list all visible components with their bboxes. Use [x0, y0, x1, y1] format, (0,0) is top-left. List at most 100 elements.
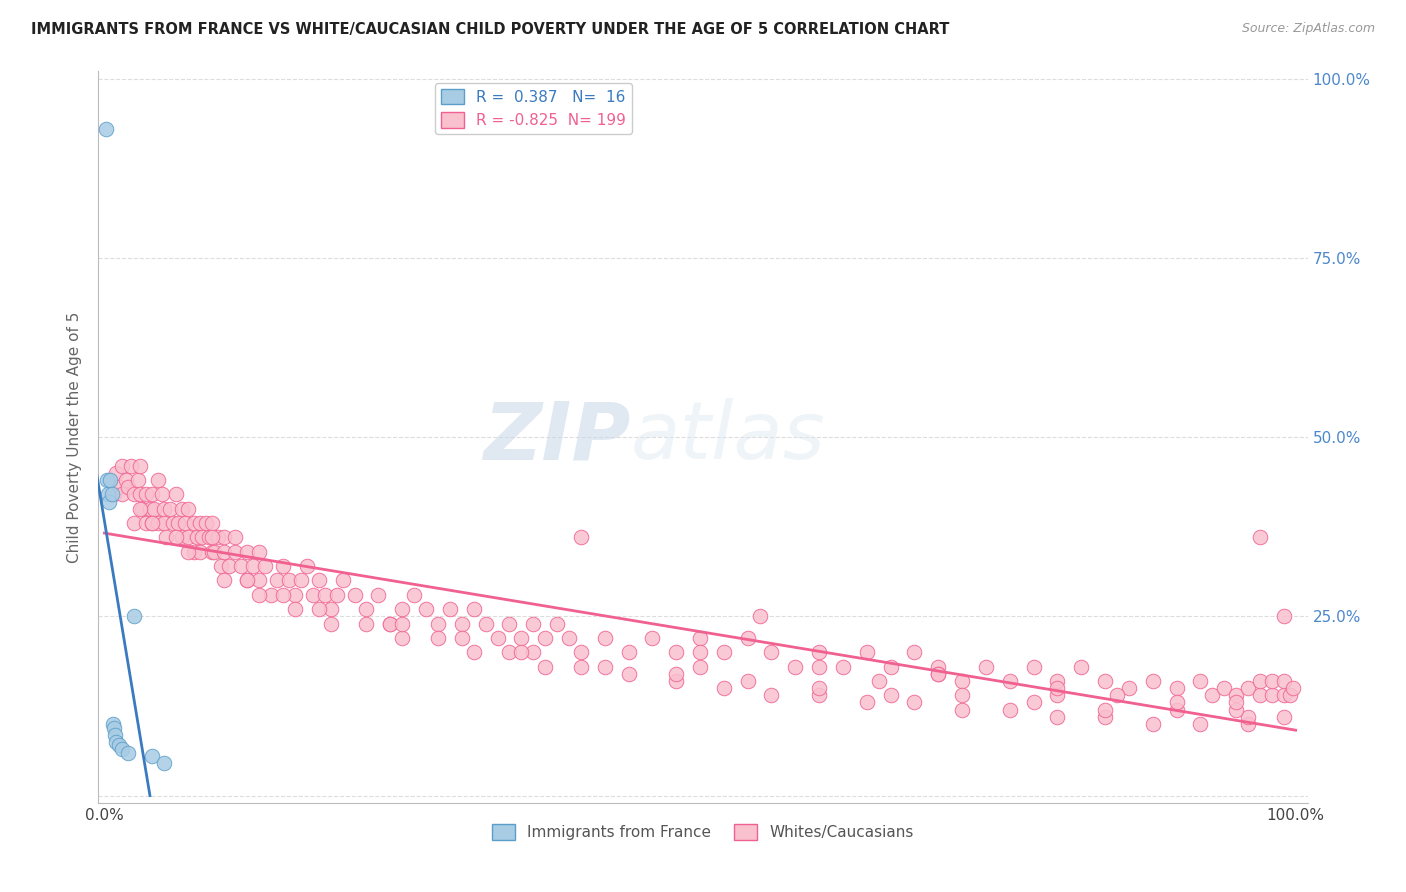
Legend: Immigrants from France, Whites/Caucasians: Immigrants from France, Whites/Caucasian… — [486, 818, 920, 847]
Point — [1022, 695, 1045, 709]
Point — [1261, 688, 1284, 702]
Point — [236, 574, 259, 588]
Point — [974, 659, 997, 673]
Point — [593, 659, 616, 673]
Point — [107, 480, 129, 494]
Point — [103, 487, 125, 501]
Point — [159, 501, 181, 516]
Point — [1189, 673, 1212, 688]
Text: IMMIGRANTS FROM FRANCE VS WHITE/CAUCASIAN CHILD POVERTY UNDER THE AGE OF 5 CORRE: IMMIGRANTS FROM FRANCE VS WHITE/CAUCASIA… — [31, 22, 949, 37]
Point — [1225, 695, 1247, 709]
Point — [785, 659, 807, 673]
Point — [101, 717, 124, 731]
Point — [202, 545, 225, 559]
Point — [129, 501, 152, 516]
Point — [463, 602, 485, 616]
Point — [170, 501, 193, 516]
Point — [856, 695, 879, 709]
Point — [665, 645, 688, 659]
Point — [343, 588, 366, 602]
Point — [308, 574, 330, 588]
Point — [641, 631, 664, 645]
Point — [903, 645, 925, 659]
Point — [737, 631, 759, 645]
Point — [129, 487, 152, 501]
Point — [426, 616, 449, 631]
Point — [98, 473, 121, 487]
Point — [194, 516, 217, 530]
Point — [278, 574, 301, 588]
Point — [207, 531, 229, 545]
Point — [689, 645, 711, 659]
Text: ZIP: ZIP — [484, 398, 630, 476]
Point — [1272, 609, 1295, 624]
Point — [242, 559, 264, 574]
Point — [1189, 717, 1212, 731]
Point — [129, 458, 152, 473]
Point — [146, 516, 169, 530]
Point — [1166, 681, 1188, 695]
Point — [247, 545, 270, 559]
Point — [198, 531, 221, 545]
Point — [111, 458, 134, 473]
Point — [463, 645, 485, 659]
Point — [713, 681, 735, 695]
Point — [998, 673, 1021, 688]
Text: atlas: atlas — [630, 398, 825, 476]
Text: Source: ZipAtlas.com: Source: ZipAtlas.com — [1241, 22, 1375, 36]
Point — [617, 666, 640, 681]
Point — [200, 545, 222, 559]
Point — [1166, 702, 1188, 716]
Point — [170, 531, 193, 545]
Point — [415, 602, 437, 616]
Point — [748, 609, 770, 624]
Point — [367, 588, 389, 602]
Point — [450, 616, 472, 631]
Point — [260, 588, 283, 602]
Point — [96, 473, 118, 487]
Point — [97, 487, 120, 501]
Point — [153, 501, 176, 516]
Point — [111, 487, 134, 501]
Point — [111, 742, 134, 756]
Point — [153, 516, 176, 530]
Point — [209, 559, 232, 574]
Point — [100, 487, 122, 501]
Point — [617, 645, 640, 659]
Point — [1046, 688, 1069, 702]
Point — [879, 659, 901, 673]
Point — [218, 559, 240, 574]
Point — [122, 516, 145, 530]
Point — [314, 588, 336, 602]
Point — [1142, 717, 1164, 731]
Point — [302, 588, 325, 602]
Point — [135, 516, 157, 530]
Point — [1272, 673, 1295, 688]
Point — [1022, 659, 1045, 673]
Point — [1272, 688, 1295, 702]
Point — [713, 645, 735, 659]
Point — [98, 494, 121, 508]
Point — [998, 702, 1021, 716]
Point — [191, 531, 214, 545]
Point — [737, 673, 759, 688]
Point — [177, 545, 200, 559]
Point — [903, 695, 925, 709]
Y-axis label: Child Poverty Under the Age of 5: Child Poverty Under the Age of 5 — [66, 311, 82, 563]
Point — [247, 588, 270, 602]
Point — [1272, 710, 1295, 724]
Point — [174, 516, 197, 530]
Point — [689, 631, 711, 645]
Point — [426, 631, 449, 645]
Point — [177, 531, 200, 545]
Point — [143, 501, 166, 516]
Point — [391, 631, 413, 645]
Point — [105, 735, 128, 749]
Point — [1249, 673, 1271, 688]
Point — [188, 545, 211, 559]
Point — [510, 631, 533, 645]
Point — [271, 559, 294, 574]
Point — [153, 756, 176, 771]
Point — [1225, 702, 1247, 716]
Point — [290, 574, 312, 588]
